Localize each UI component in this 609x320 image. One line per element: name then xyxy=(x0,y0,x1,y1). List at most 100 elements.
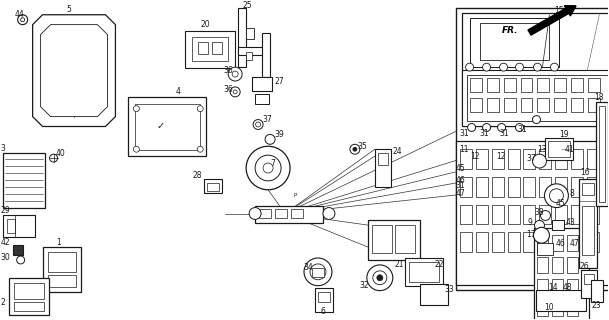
Circle shape xyxy=(21,18,24,22)
Circle shape xyxy=(16,256,24,264)
Bar xyxy=(460,177,471,197)
Bar xyxy=(552,257,563,273)
Bar xyxy=(409,262,438,282)
Bar xyxy=(259,209,271,219)
Text: 11: 11 xyxy=(460,145,469,154)
Text: 44: 44 xyxy=(15,10,24,19)
Bar xyxy=(238,47,268,55)
Circle shape xyxy=(377,275,383,281)
Text: 41: 41 xyxy=(565,145,574,154)
Circle shape xyxy=(255,155,281,181)
Bar xyxy=(318,292,330,301)
Bar xyxy=(420,284,448,306)
Text: 15: 15 xyxy=(554,6,564,15)
Bar xyxy=(538,257,549,273)
Bar xyxy=(587,149,599,169)
Bar xyxy=(538,279,549,295)
Text: 40: 40 xyxy=(55,149,65,158)
Circle shape xyxy=(367,265,393,291)
Text: 46: 46 xyxy=(456,176,465,185)
Bar xyxy=(599,106,605,202)
Bar xyxy=(192,37,228,61)
Bar xyxy=(568,257,579,273)
Bar xyxy=(43,247,80,292)
Bar xyxy=(395,225,415,253)
Text: 38: 38 xyxy=(535,208,544,217)
Text: 12: 12 xyxy=(496,152,506,161)
Bar xyxy=(540,204,551,224)
Bar xyxy=(552,300,563,316)
Bar xyxy=(538,243,554,255)
Bar xyxy=(538,300,549,316)
Circle shape xyxy=(515,63,524,71)
Bar xyxy=(555,149,568,169)
Bar xyxy=(552,235,563,251)
Bar xyxy=(549,141,571,157)
Circle shape xyxy=(549,189,563,203)
Text: 31: 31 xyxy=(518,125,527,134)
Text: 10: 10 xyxy=(544,303,554,312)
Bar xyxy=(552,279,563,295)
Bar xyxy=(135,104,200,150)
Bar xyxy=(470,78,482,92)
Circle shape xyxy=(253,120,263,130)
Bar xyxy=(587,204,599,224)
Circle shape xyxy=(544,184,568,208)
Bar xyxy=(13,301,44,311)
Text: 47: 47 xyxy=(456,189,465,198)
Bar xyxy=(378,153,388,165)
Bar xyxy=(470,98,482,112)
Text: 19: 19 xyxy=(560,130,569,139)
Bar xyxy=(262,33,270,77)
Bar xyxy=(507,177,519,197)
Bar xyxy=(48,275,76,287)
Bar xyxy=(238,8,246,67)
Bar xyxy=(185,31,235,68)
Bar xyxy=(13,245,23,255)
Bar xyxy=(372,225,392,253)
Circle shape xyxy=(310,264,326,280)
Text: 36: 36 xyxy=(223,66,233,75)
Circle shape xyxy=(133,146,139,152)
Text: 24: 24 xyxy=(393,147,403,156)
Circle shape xyxy=(265,134,275,144)
Polygon shape xyxy=(41,25,107,116)
Bar xyxy=(524,149,535,169)
Bar xyxy=(246,52,252,60)
Bar xyxy=(405,258,443,286)
Bar xyxy=(462,13,609,126)
Text: 23: 23 xyxy=(591,301,601,310)
Circle shape xyxy=(263,163,273,173)
Bar xyxy=(571,177,583,197)
Bar xyxy=(476,149,488,169)
Bar xyxy=(476,232,488,252)
Bar xyxy=(466,75,609,121)
Bar xyxy=(552,220,565,230)
Circle shape xyxy=(482,63,491,71)
Text: 30: 30 xyxy=(1,253,10,262)
Text: 45: 45 xyxy=(456,164,465,172)
Bar xyxy=(571,149,583,169)
Text: 31: 31 xyxy=(480,129,489,138)
Bar xyxy=(582,270,597,298)
Bar xyxy=(252,77,272,91)
Text: 14: 14 xyxy=(549,283,558,292)
Bar xyxy=(587,177,599,197)
Text: 3: 3 xyxy=(1,144,5,153)
Bar xyxy=(491,232,504,252)
Text: 28: 28 xyxy=(192,172,202,180)
Bar xyxy=(207,183,219,191)
Circle shape xyxy=(246,146,290,190)
Bar xyxy=(579,179,597,268)
Bar xyxy=(460,204,471,224)
Polygon shape xyxy=(33,15,116,126)
Bar xyxy=(212,43,222,54)
Text: 9: 9 xyxy=(527,218,532,227)
Bar xyxy=(480,23,549,60)
Bar xyxy=(571,98,583,112)
Bar xyxy=(568,279,579,295)
Text: 21: 21 xyxy=(395,260,404,269)
Bar xyxy=(460,232,471,252)
Bar xyxy=(555,204,568,224)
Text: 26: 26 xyxy=(579,262,589,271)
